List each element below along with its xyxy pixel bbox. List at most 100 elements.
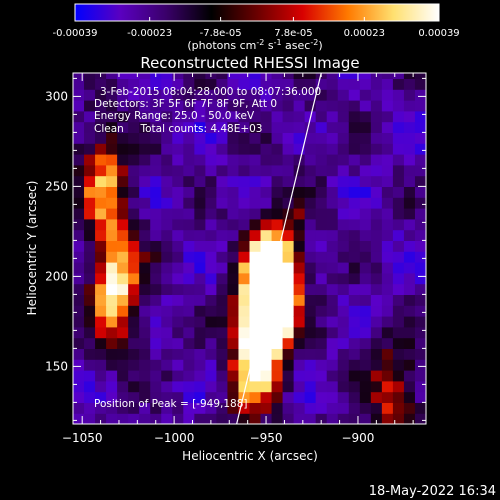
heatmap-cell (370, 272, 383, 285)
heatmap-cell (194, 283, 206, 295)
heatmap-cell (172, 218, 184, 231)
heatmap-cell (216, 78, 229, 90)
heatmap-cell (414, 305, 426, 317)
heatmap-cell (183, 164, 195, 177)
heatmap-cell (293, 208, 306, 220)
heatmap-cell (216, 240, 229, 252)
heatmap-cell (271, 164, 284, 177)
heatmap-cell (348, 305, 361, 317)
heatmap-cell (227, 208, 240, 220)
heatmap-cell (216, 370, 229, 382)
heatmap-cell (73, 370, 85, 382)
heatmap-cell (128, 89, 140, 101)
heatmap-cell (304, 78, 317, 90)
heatmap-cell (139, 283, 151, 295)
heatmap-cell (293, 73, 306, 79)
heatmap-cell (315, 326, 328, 339)
heatmap-cell (183, 143, 195, 155)
heatmap-cell (73, 89, 85, 101)
heatmap-cell (161, 208, 173, 220)
heatmap-cell (161, 391, 173, 403)
heatmap-cell (172, 402, 184, 414)
heatmap-cell (337, 240, 350, 252)
heatmap-cell (205, 78, 218, 90)
heatmap-cell (403, 218, 416, 231)
heatmap-cell (249, 359, 262, 371)
heatmap-cell (205, 164, 218, 177)
heatmap-cell (271, 78, 284, 90)
heatmap-cell (370, 251, 383, 263)
heatmap-cell (172, 359, 184, 371)
heatmap-cell (227, 337, 240, 349)
heatmap-cell (392, 294, 405, 306)
heatmap-cell (73, 359, 85, 371)
heatmap-cell (106, 143, 118, 155)
heatmap-cell (293, 413, 306, 424)
heatmap-cell (183, 326, 195, 339)
heatmap-cell (106, 110, 118, 123)
heatmap-cell (370, 164, 383, 177)
heatmap-cell (315, 402, 328, 414)
heatmap-cell (403, 186, 416, 198)
chart-title: Reconstructed RHESSI Image (140, 54, 359, 72)
heatmap-cell (392, 380, 405, 393)
heatmap-cell (293, 380, 306, 393)
heatmap-cell (139, 326, 151, 339)
heatmap-cell (249, 208, 262, 220)
heatmap-cell (370, 186, 383, 198)
heatmap-cell (414, 348, 426, 360)
heatmap-cell (194, 164, 206, 177)
heatmap-cell (238, 89, 251, 101)
heatmap-cell (128, 132, 140, 144)
heatmap-cell (326, 402, 339, 414)
heatmap-cell (315, 143, 328, 155)
heatmap-cell (249, 110, 262, 123)
heatmap-cell (216, 251, 229, 263)
footer-timestamp: 18-May-2022 16:34 (369, 484, 496, 499)
heatmap-cell (205, 100, 218, 112)
heatmap-cell (381, 229, 394, 241)
heatmap-cell (359, 391, 372, 403)
heatmap-cell (414, 391, 426, 403)
heatmap-cell (194, 380, 206, 393)
heatmap-cell (304, 121, 317, 133)
y-tick-label: 150 (45, 359, 68, 373)
colorbar-ticks: -0.00039 -0.00023 -7.8e-05 7.8e-05 0.00023 0.… (53, 17, 460, 39)
heatmap-cell (271, 294, 284, 306)
heatmap-cell (227, 326, 240, 339)
heatmap-cell (392, 337, 405, 349)
heatmap-cell (139, 370, 151, 382)
heatmap-cell (194, 197, 206, 209)
heatmap-cell (161, 154, 173, 166)
heatmap-cell (249, 164, 262, 177)
heatmap-cell (238, 164, 251, 177)
heatmap-cell (403, 359, 416, 371)
heatmap-cell (194, 154, 206, 166)
heatmap-cell (227, 413, 240, 424)
heatmap-cell (326, 175, 339, 187)
heatmap-cell (150, 121, 162, 133)
heatmap-cell (326, 251, 339, 263)
heatmap-cell (150, 143, 162, 155)
heatmap-cell (337, 359, 350, 371)
heatmap-cell (348, 229, 361, 241)
heatmap-cell (392, 305, 405, 317)
heatmap-cell (381, 143, 394, 155)
heatmap-cell (161, 240, 173, 252)
heatmap-cell (293, 359, 306, 371)
heatmap-cell (161, 337, 173, 349)
heatmap-cell (183, 316, 195, 328)
heatmap-cell (304, 240, 317, 252)
heatmap-cell (238, 316, 251, 328)
heatmap-cell (403, 413, 416, 424)
heatmap-cell (304, 73, 317, 79)
heatmap-cell (282, 402, 295, 414)
heatmap-cell (73, 316, 85, 328)
heatmap-cell (326, 132, 339, 144)
heatmap-cell (73, 110, 85, 123)
heatmap-cell (282, 143, 295, 155)
heatmap-cell (315, 240, 328, 252)
heatmap-cell (238, 132, 251, 144)
heatmap-cell (84, 316, 96, 328)
heatmap-cell (161, 283, 173, 295)
